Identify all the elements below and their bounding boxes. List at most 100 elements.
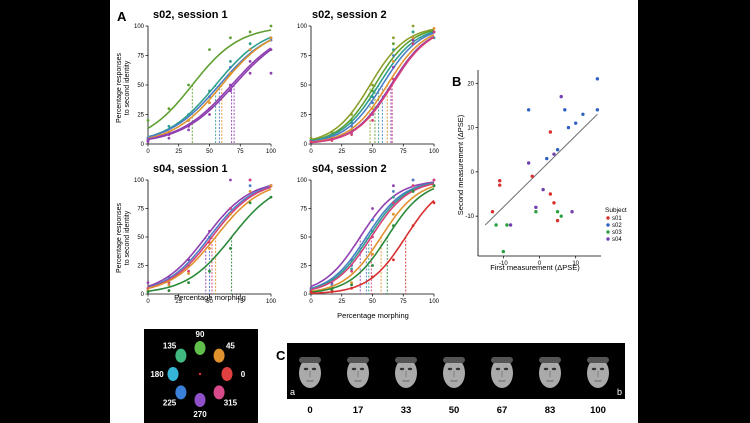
y-tick-label: 0 <box>141 142 145 148</box>
data-point <box>371 207 374 210</box>
direction-patch-225 <box>175 385 187 400</box>
data-point <box>371 264 374 267</box>
direction-patch-0 <box>221 367 233 381</box>
y-tick-label: 50 <box>300 83 307 89</box>
x-tick-label: 0 <box>309 299 313 305</box>
data-point <box>411 42 415 46</box>
regression-line <box>484 113 598 226</box>
data-point <box>208 89 211 93</box>
x-axis-label-left: Percentage morphing <box>174 293 246 302</box>
morph-value-label: 100 <box>590 405 606 416</box>
data-point <box>309 140 313 144</box>
face-eye-left <box>543 367 549 371</box>
data-point <box>187 269 190 273</box>
plot-title: s04, session 1 <box>153 163 228 175</box>
legend-swatch-s04 <box>606 237 610 241</box>
scatter-point-s03 <box>494 223 498 227</box>
y-label-line-2: to second identity <box>124 60 131 115</box>
data-point <box>229 207 232 210</box>
data-point <box>392 184 395 188</box>
data-point <box>269 71 273 75</box>
x-tick-label: 0 <box>146 149 150 155</box>
series-curve-blue <box>310 32 435 143</box>
morph-value-label: 83 <box>545 405 556 416</box>
x-tick-label: 75 <box>237 299 244 305</box>
x-tick-label: 0 <box>309 149 313 155</box>
y-tick-label: 0 <box>471 170 475 176</box>
data-point <box>432 30 436 34</box>
scatter-point-s04 <box>508 223 513 227</box>
y-label-line-1: Percentage responses <box>116 52 123 123</box>
face-thumbnail <box>299 357 321 388</box>
data-point <box>392 36 395 40</box>
face-eye-left <box>399 367 405 371</box>
scatter-point-s04 <box>526 161 531 165</box>
y-tick-label: 100 <box>297 24 308 30</box>
y-tick-label: -10 <box>465 214 474 220</box>
series-curve-orange <box>147 39 272 140</box>
x-tick-label: 100 <box>429 149 440 155</box>
data-point <box>371 119 374 122</box>
scatter-point-s02 <box>581 112 585 116</box>
series-curve-blue <box>147 39 272 138</box>
data-point <box>187 119 190 122</box>
data-point <box>350 124 353 128</box>
y-axis-label-top: Percentage responses to second identity <box>116 52 131 123</box>
data-point <box>248 201 252 205</box>
legend-title: Subject <box>605 207 627 214</box>
scatter-point-s03 <box>555 210 560 214</box>
morph-value-label: 0 <box>307 405 312 416</box>
y-axis-label-bottom: Percentage responses to second identity <box>116 202 131 273</box>
data-point <box>167 136 171 140</box>
y-label-line-1: Percentage responses <box>116 202 123 273</box>
y-tick-label: 75 <box>137 54 144 60</box>
data-point <box>432 184 436 188</box>
data-point <box>229 60 232 63</box>
scatter-point-s01 <box>498 179 502 183</box>
scatter-point-s01 <box>552 201 556 205</box>
data-point <box>392 60 395 63</box>
data-point <box>392 77 395 81</box>
x-tick-label: 50 <box>206 299 213 305</box>
y-tick-label: 100 <box>297 178 308 184</box>
scatter-point-s02 <box>595 108 600 112</box>
data-point <box>248 48 252 51</box>
series-curve-green <box>310 187 435 293</box>
y-tick-label: 50 <box>137 235 144 241</box>
data-point <box>432 26 436 30</box>
data-point <box>229 83 232 87</box>
direction-patch-45 <box>213 348 225 363</box>
data-point <box>248 71 252 75</box>
scatter-point-s01 <box>530 174 534 178</box>
data-point <box>350 113 353 116</box>
face-hair <box>299 357 321 363</box>
face-eye-right <box>407 367 413 371</box>
x-tick-label: 0 <box>146 299 150 305</box>
data-point <box>371 107 374 110</box>
scatter-point-s01 <box>548 192 553 196</box>
data-point <box>330 139 334 142</box>
scatter-point-s04 <box>541 187 545 192</box>
data-point <box>371 218 374 222</box>
x-tick-label: 75 <box>237 149 244 155</box>
data-point <box>229 89 232 93</box>
direction-patch-180 <box>167 367 179 381</box>
scatter-point-s01 <box>555 218 560 223</box>
series-curve-green <box>147 196 272 292</box>
morph-value-label: 33 <box>401 405 412 416</box>
data-point <box>146 119 150 122</box>
scatter-point-s02 <box>573 121 578 125</box>
data-point <box>309 290 313 294</box>
data-point <box>392 190 395 193</box>
data-point <box>371 89 374 93</box>
face-eye-right <box>311 367 317 371</box>
face-hair <box>539 357 561 363</box>
face-thumbnail <box>491 357 513 388</box>
scatter-point-s01 <box>490 210 495 214</box>
plot-s04-session-2: s04, session 2 0 25 50 75 100 0 25 50 75 100 <box>297 163 440 305</box>
data-point <box>371 95 374 99</box>
face-hair <box>443 357 465 363</box>
direction-label-180: 180 <box>150 370 164 379</box>
data-point <box>229 36 232 40</box>
